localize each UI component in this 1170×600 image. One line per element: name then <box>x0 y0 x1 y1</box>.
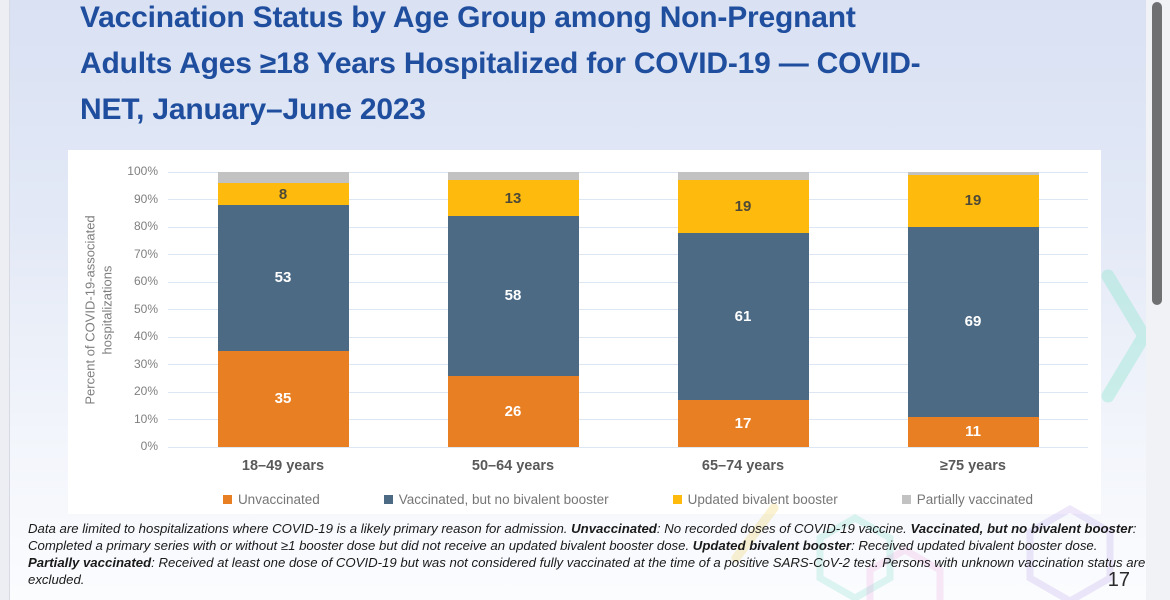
bar-segment: 58 <box>447 216 579 376</box>
page-number: 17 <box>1107 569 1130 591</box>
legend-label: Unvaccinated <box>237 492 320 507</box>
bar-segment: 35 <box>217 350 349 447</box>
bar-column: 19 69 11 <box>907 172 1039 447</box>
footnote-segment: : Received updated bivalent booster dose… <box>851 538 1098 553</box>
bar-value-label: 26 <box>504 402 522 420</box>
y-tick-label: 0% <box>140 439 158 453</box>
bar-segment <box>907 172 1039 175</box>
bar-segment: 19 <box>677 180 809 233</box>
x-axis-label: ≥75 years <box>939 458 1006 474</box>
legend-swatch-icon <box>222 495 232 504</box>
x-axis-label: 18–49 years <box>241 458 325 474</box>
gridline <box>168 446 1088 448</box>
gridline <box>168 419 1088 420</box>
scrollbar-thumb[interactable] <box>1152 2 1162 305</box>
gridline <box>168 254 1088 255</box>
y-tick-label: 40% <box>133 329 158 343</box>
bar-value-label: 19 <box>964 192 982 210</box>
bar-value-label: 13 <box>504 189 522 207</box>
bar-band: 8 53 35 <box>168 172 398 447</box>
bar-segment: 17 <box>677 400 809 447</box>
legend-item: Partially vaccinated <box>901 492 1034 507</box>
x-axis-label: 50–64 years <box>471 458 555 474</box>
bar-value-label: 11 <box>965 423 981 441</box>
gridline <box>168 281 1088 283</box>
gridline <box>168 199 1088 200</box>
bar-value-label: 19 <box>734 197 752 215</box>
bar-value-label: 58 <box>504 287 522 305</box>
gridline <box>168 391 1088 393</box>
legend-swatch-icon <box>383 495 393 504</box>
legend-label: Partially vaccinated <box>916 492 1034 507</box>
footnote-segment: Partially vaccinated <box>28 555 152 570</box>
y-tick-label: 70% <box>133 246 158 261</box>
bar-band: 13 58 26 <box>398 172 628 447</box>
legend-item: Updated bivalent booster <box>672 492 838 507</box>
bar-value-label: 8 <box>278 185 288 203</box>
y-tick-label: 80% <box>133 219 158 233</box>
page-title-line: Vaccination Status by Age Group among No… <box>80 1 856 34</box>
bar-value-label: 35 <box>274 390 292 408</box>
bar-segment <box>447 172 579 181</box>
y-tick-label: 20% <box>133 384 158 398</box>
bar-segment <box>677 172 809 181</box>
bar-value-label: 17 <box>734 415 752 433</box>
gridline <box>168 171 1088 173</box>
plot-area: 0% 10% 20% 30% 40% 50% 60% 70% 80% 90% 100% 8 53 35 13… <box>127 164 1088 453</box>
bar-value-label: 61 <box>734 307 752 325</box>
legend-swatch-icon <box>901 495 911 504</box>
bar-segment: 53 <box>217 205 349 351</box>
page-title-line: Adults Ages ≥18 Years Hospitalized for C… <box>80 47 921 80</box>
bar-segment: 61 <box>677 232 809 401</box>
legend-label: Vaccinated, but no bivalent booster <box>398 492 609 507</box>
bar-segment: 13 <box>447 180 579 216</box>
slide: Vaccination Status by Age Group among No… <box>10 0 1146 600</box>
legend-item: Unvaccinated <box>222 492 320 507</box>
page-title: Vaccination Status by Age Group among No… <box>80 0 1090 133</box>
page-title-line: NET, January–June 2023 <box>80 93 426 126</box>
chart-legend: Unvaccinated Vaccinated, but no bivalent … <box>168 492 1088 507</box>
legend-swatch-icon <box>672 495 682 504</box>
y-tick-label: 100% <box>127 164 158 178</box>
bar-band: 19 61 17 <box>628 172 858 447</box>
chevron-watermark-icon <box>1101 269 1146 403</box>
gridline <box>168 336 1088 338</box>
bar-column: 19 61 17 <box>677 172 809 447</box>
legend-label: Updated bivalent booster <box>687 492 838 507</box>
window-left-strip <box>0 0 10 600</box>
bar-band: 19 69 11 <box>858 172 1088 447</box>
footnote-segment: Unvaccinated <box>571 521 657 536</box>
bar-column: 8 53 35 <box>217 172 349 447</box>
bar-segment: 19 <box>907 174 1039 227</box>
gridline <box>168 309 1088 310</box>
gridline <box>168 364 1088 365</box>
y-tick-label: 60% <box>133 274 158 288</box>
footnote-segment: Vaccinated, but no bivalent booster <box>910 521 1133 536</box>
footnote-segment: : Completed a primary series with or wit… <box>28 521 1137 553</box>
bar-segment: 26 <box>447 375 579 447</box>
bar-value-label: 53 <box>274 269 292 287</box>
y-tick-label: 50% <box>133 301 158 316</box>
y-tick-label: 10% <box>133 411 158 426</box>
bar-segment <box>217 172 349 183</box>
footnote-segment: Data are limited to hospitalizations whe… <box>28 521 572 536</box>
chart-card: Percent of COVID-19-associated hospitali… <box>68 150 1101 514</box>
bar-segment: 11 <box>907 416 1039 447</box>
bar-value-label: 69 <box>964 313 982 331</box>
y-tick-label: 30% <box>133 356 158 371</box>
footnote-segment: : Received at least one dose of COVID-19… <box>28 555 1146 587</box>
gridline <box>168 226 1088 228</box>
bar-segment: 69 <box>907 227 1039 417</box>
bars-container: 8 53 35 13 58 26 19 61 17 19 69 11 <box>168 172 1088 447</box>
bar-column: 13 58 26 <box>447 172 579 447</box>
x-axis-label: 65–74 years <box>701 458 785 474</box>
footnote-segment: Updated bivalent booster <box>692 538 852 553</box>
footnote: Data are limited to hospitalizations whe… <box>28 520 1146 588</box>
legend-item: Vaccinated, but no bivalent booster <box>383 492 609 507</box>
bar-segment: 8 <box>217 183 349 205</box>
x-axis-labels: 18–49 years 50–64 years 65–74 years ≥75 yea… <box>168 458 1088 474</box>
footnote-segment: : No recorded doses of COVID-19 vaccine. <box>656 521 911 536</box>
y-tick-label: 90% <box>133 191 158 206</box>
